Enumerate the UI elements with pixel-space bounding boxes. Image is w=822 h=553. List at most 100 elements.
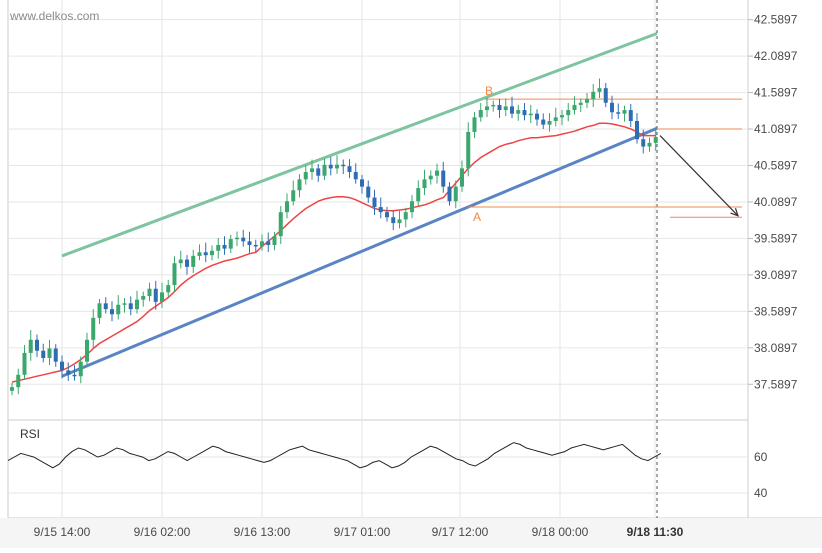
- candle-body: [360, 179, 364, 187]
- candle-body: [560, 115, 564, 118]
- projection-arrow-line: [659, 135, 739, 217]
- candle-body: [66, 370, 71, 375]
- price-tick-label: 40.5897: [754, 159, 798, 173]
- candle-body: [372, 197, 377, 208]
- candle-body: [191, 255, 196, 267]
- candle-body: [222, 244, 227, 249]
- candle-body: [141, 296, 146, 300]
- candle-body: [516, 110, 521, 114]
- candle-body: [472, 117, 477, 132]
- candle-body: [628, 110, 633, 121]
- watermark: www.delkos.com: [9, 9, 99, 23]
- candle-body: [166, 285, 171, 293]
- candle-body: [297, 179, 302, 191]
- candle-body: [641, 139, 646, 147]
- candle-body: [203, 252, 208, 256]
- moving-average-line: [11, 122, 656, 383]
- candle-body: [522, 110, 527, 116]
- rsi-tick-label: 60: [754, 450, 768, 464]
- candle-body: [16, 374, 21, 388]
- candle-body: [260, 241, 264, 247]
- candle-body: [353, 172, 358, 180]
- candle-body: [385, 212, 389, 218]
- candle-body: [503, 106, 508, 111]
- candle-body: [110, 309, 114, 315]
- candle-body: [235, 237, 239, 240]
- candle-body: [53, 348, 58, 362]
- candle-body: [135, 299, 139, 310]
- time-tick-label: 9/18 11:30: [627, 525, 684, 539]
- candle-body: [303, 172, 308, 180]
- candle-body: [197, 252, 202, 256]
- candle-body: [122, 303, 127, 305]
- price-tick-label: 40.0897: [754, 195, 798, 209]
- candle-body: [22, 352, 27, 375]
- candle-body: [91, 317, 96, 340]
- time-axis: 9/15 14:00 9/16 02:00 9/16 13:00 9/17 01:00…: [34, 525, 684, 539]
- candle-body: [185, 259, 189, 267]
- candle-body: [366, 186, 371, 198]
- candle-body: [272, 236, 277, 245]
- time-tick-label: 9/15 14:00: [34, 525, 91, 539]
- candle-body: [478, 110, 483, 118]
- candle-body: [547, 120, 552, 125]
- candle-body: [78, 361, 83, 377]
- candle-body: [422, 179, 427, 189]
- candle-body: [85, 339, 89, 362]
- candle-body: [510, 106, 514, 114]
- candle-body: [485, 106, 489, 111]
- candle-body: [328, 164, 333, 169]
- candle-body: [47, 348, 52, 359]
- candle-body: [597, 88, 602, 92]
- candle-body: [591, 91, 596, 100]
- candle-body: [441, 170, 446, 187]
- price-tick-label: 38.0897: [754, 341, 798, 355]
- price-tick-label: 37.5897: [754, 377, 798, 391]
- candle-body: [453, 186, 458, 202]
- candle-body: [35, 339, 39, 351]
- level-label-a: A: [473, 210, 481, 224]
- candle-body: [128, 303, 133, 310]
- candle-body: [553, 117, 558, 121]
- time-tick-label: 9/18 00:00: [532, 525, 589, 539]
- candle-body: [397, 219, 402, 224]
- candle-body: [247, 241, 252, 245]
- candle-body: [635, 120, 639, 140]
- lower-channel-line: [61, 126, 658, 378]
- candle-body: [391, 217, 396, 224]
- candle-body: [153, 288, 158, 302]
- candle-body: [178, 259, 183, 264]
- price-tick-label: 38.5897: [754, 304, 798, 318]
- time-tick-label: 9/17 12:00: [432, 525, 489, 539]
- candle-body: [428, 175, 433, 180]
- rsi-label: RSI: [20, 427, 40, 441]
- time-tick-label: 9/16 13:00: [234, 525, 291, 539]
- upper-channel-line: [61, 32, 658, 258]
- candle-body: [566, 110, 571, 116]
- candle-body: [10, 387, 14, 391]
- rsi-line: [7, 442, 662, 469]
- candle-body: [253, 244, 258, 247]
- candle-body: [97, 303, 102, 318]
- candle-body: [378, 207, 383, 213]
- candle-body: [616, 112, 621, 114]
- candle-body: [28, 339, 33, 353]
- candle-body: [460, 168, 464, 187]
- candle-body: [241, 237, 246, 242]
- candle-body: [103, 303, 108, 310]
- price-tick-label: 39.5897: [754, 231, 798, 245]
- projection-arrow-head: [730, 208, 739, 217]
- candle-body: [585, 99, 589, 103]
- candle-body: [647, 142, 652, 147]
- candle-body: [335, 164, 339, 169]
- rsi-area: RSI: [7, 427, 662, 469]
- time-tick-label: 9/16 02:00: [134, 525, 191, 539]
- candle-body: [341, 164, 346, 167]
- candle-body: [266, 241, 271, 245]
- candle-body: [228, 239, 233, 249]
- candle-body: [310, 168, 314, 173]
- x-axis-band: [0, 518, 822, 548]
- candle-body: [435, 170, 439, 176]
- candle-body: [491, 104, 496, 107]
